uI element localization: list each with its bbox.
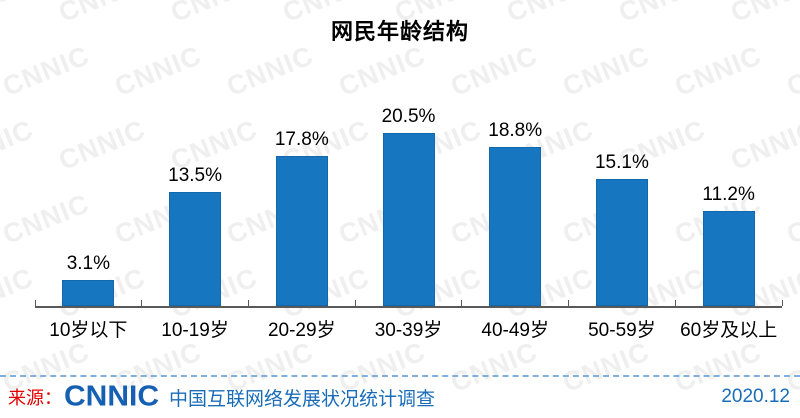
bar-value-label: 13.5% [168,165,222,186]
x-axis-label: 30-39岁 [374,320,443,341]
x-axis-tick [34,300,36,306]
source-footer: 来源： CNNIC 中国互联网络发展状况统计调查 2020.12 [0,378,800,416]
bar-value-label: 3.1% [66,253,110,274]
x-axis-line [35,306,782,308]
cnnic-logo: CNNIC [64,380,159,413]
cnnic-watermark: CNNIC [782,188,800,250]
x-axis-tick [674,300,676,306]
bar [169,192,222,306]
bar [702,211,755,306]
cnnic-watermark: CNNIC [0,262,38,324]
bar [382,133,435,306]
bar-value-label: 20.5% [381,106,436,127]
cnnic-watermark: CNNIC [782,40,800,102]
bar-value-label: 15.1% [594,152,649,173]
footer-divider [0,375,800,377]
x-axis-label: 20-29岁 [267,320,336,341]
bar-value-label: 17.8% [274,129,329,150]
bar-value-label: 18.8% [488,120,543,141]
x-axis-tick [781,300,783,306]
x-axis-tick [354,300,356,306]
bar [62,280,115,306]
chart-title: 网民年龄结构 [330,19,469,44]
bar-value-label: 11.2% [702,184,755,205]
cnnic-watermark: CNNIC [0,114,38,176]
x-axis-label: 10岁以下 [49,320,128,341]
x-axis-label: 10-19岁 [161,320,229,341]
x-axis-tick [247,300,249,306]
bar [275,156,328,306]
bar [595,179,648,306]
source-label: 来源： [8,388,62,408]
x-axis-tick [461,300,463,306]
x-axis-label: 40-49岁 [481,320,549,341]
source-name: 中国互联网络发展状况统计调查 [169,388,436,410]
report-date: 2020.12 [721,386,790,407]
x-axis-labels: 10岁以下 10-19岁 20-29岁 30-39岁 40-49岁 50-59岁 60岁及以… [35,315,782,345]
bar [489,147,542,306]
x-axis-tick [568,300,570,306]
x-axis-tick [141,300,143,306]
x-axis-label: 50-59岁 [588,320,656,341]
x-axis-label: 60岁及以上 [680,320,778,341]
bar-chart-plot: 3.1% 13.5% 17.8% 20.5% 18.8% 15.1% 11.2% [34,0,783,308]
